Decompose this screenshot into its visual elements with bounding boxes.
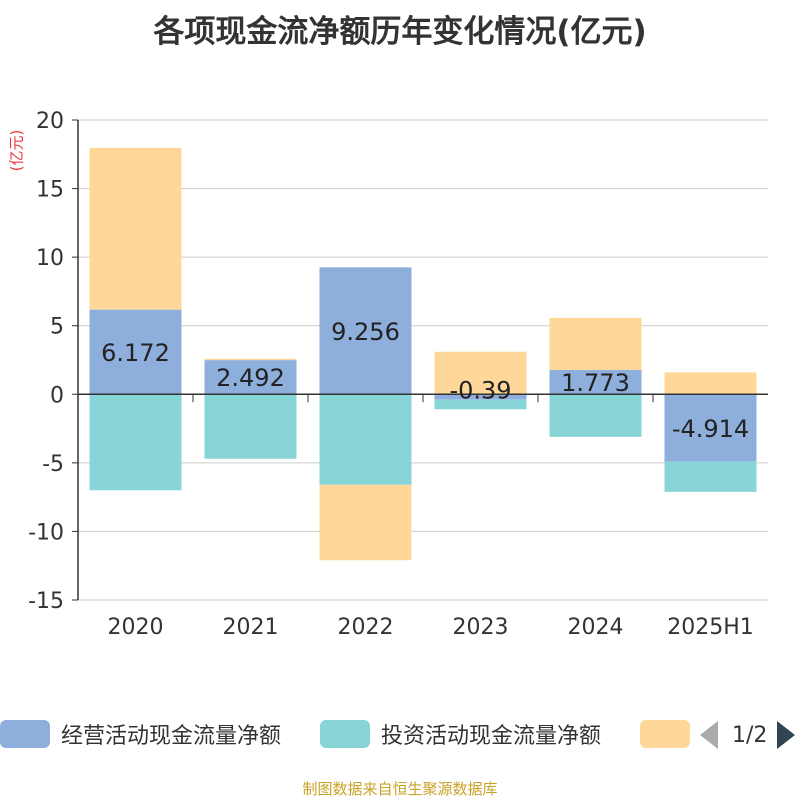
x-tick-label: 2023 [453,615,509,640]
bar-operating-2024 [549,369,642,395]
bar-investing-2024 [549,394,642,437]
x-tick-label: 2022 [338,615,394,640]
x-tick-label: 2021 [223,615,279,640]
legend-pager: 1/2 [700,720,800,750]
data-label-operating: 6.172 [101,339,170,367]
y-tick-label: -15 [28,589,64,614]
data-label-operating: 9.256 [331,318,400,346]
bar-financing-2025H1 [664,372,757,395]
bar-financing-2024 [549,317,642,370]
legend-swatch-operating [0,720,50,748]
bar-investing-2022 [319,394,412,485]
bar-operating-2023 [434,394,527,400]
chart-title: 各项现金流净额历年变化情况(亿元) [153,14,647,50]
legend-swatch-investing [320,720,370,748]
y-tick-label: 20 [36,109,64,134]
y-tick-label: 10 [36,246,64,271]
source-note: 制图数据来自恒生聚源数据库 [302,780,498,798]
bar-investing-2021 [204,394,297,459]
grid-layer [78,119,768,601]
pager-text: 1/2 [732,722,768,748]
bar-investing-2020 [89,394,182,491]
legend-swatch-financing [640,720,690,748]
bar-operating-2022 [319,267,412,395]
bar-financing-2020 [89,147,182,310]
y-tick-label: 15 [36,178,64,203]
y-tick-label: 0 [50,383,64,408]
y-tick-label: 5 [50,315,64,340]
legend: 经营活动现金流量净额 投资活动现金流量净额 1/2 [0,714,800,754]
bar-operating-2025H1 [664,394,757,462]
legend-label-investing: 投资活动现金流量净额 [381,724,602,749]
bar-investing-2023 [434,399,527,410]
y-tick-label: -5 [42,452,64,477]
pager-next-icon[interactable] [777,721,796,749]
x-tick-label: 2024 [568,615,624,640]
bar-financing-2022 [319,484,412,561]
label-layer: 6.172 2.492 9.256 -0.39 1.773 -4.914 [101,318,749,443]
y-tick-label: -10 [28,520,64,545]
bar-financing-2021 [204,358,297,361]
x-tick-label: 2020 [108,615,164,640]
legend-item-operating[interactable]: 经营活动现金流量净额 [0,720,282,749]
bar-layer [89,147,757,561]
legend-item-financing[interactable] [640,720,690,748]
data-label-operating: -4.914 [672,415,749,443]
legend-item-investing[interactable]: 投资活动现金流量净额 [320,720,602,749]
bar-operating-2021 [204,360,297,395]
data-label-operating: 2.492 [216,364,285,392]
data-label-operating: 1.773 [561,369,630,397]
pager-prev-icon[interactable] [700,721,718,749]
data-label-operating: -0.39 [449,376,511,404]
bar-investing-2025H1 [664,461,757,492]
legend-label-operating: 经营活动现金流量净额 [61,724,282,749]
bar-financing-2023 [434,351,527,395]
x-tick-label: 2025H1 [667,615,754,640]
bar-operating-2020 [89,309,182,395]
